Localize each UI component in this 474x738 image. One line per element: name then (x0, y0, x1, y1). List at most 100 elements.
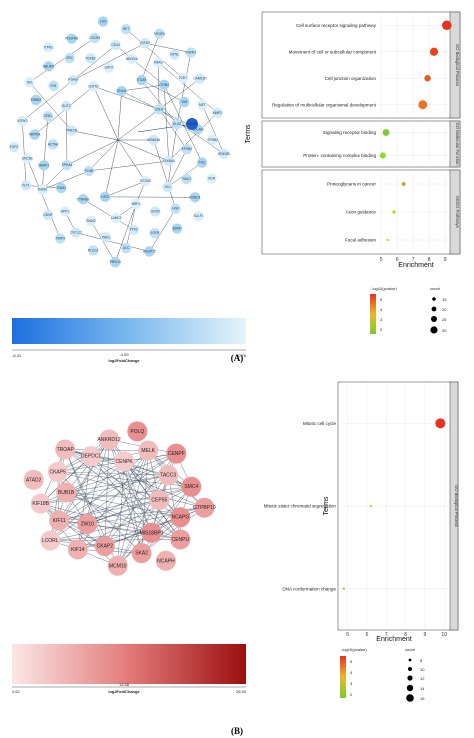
legend-b-color-5: 5 (350, 659, 353, 664)
network-node-label: NCAPG (171, 515, 189, 521)
network-node-label: MELK (141, 448, 155, 454)
network-edge (65, 439, 110, 493)
legend-b-size-8: 8 (420, 658, 423, 663)
network-node (126, 53, 138, 65)
network-node-label: RAC1 (182, 177, 191, 181)
network-node (42, 209, 54, 221)
network-node-label: FLNB (85, 169, 93, 173)
x-tick-label: 10 (441, 632, 447, 638)
network-node (88, 245, 99, 256)
legend-b-size-14: 14 (420, 686, 425, 691)
network-node (141, 522, 162, 543)
strip-b-0: GO Biological Process (454, 485, 459, 527)
network-node-label: SPP1 (61, 209, 69, 213)
network-edge (141, 507, 205, 554)
network-edge (65, 449, 149, 451)
network-node (77, 514, 98, 535)
network-node (49, 510, 70, 531)
network-node (99, 429, 120, 450)
network-node (170, 529, 191, 550)
network-node-label: GSTM2 (140, 179, 151, 183)
network-node (55, 439, 76, 460)
colorbar-b: 0.62 13.58 26.53 log2FoldChange (12, 644, 247, 694)
network-edge (50, 453, 177, 541)
network-node (150, 206, 161, 217)
network-node-label: PRKCA (110, 260, 122, 264)
x-tick-label: 5 (346, 632, 349, 638)
network-edge (93, 86, 160, 110)
network-node (47, 461, 68, 482)
x-tick-label: 6 (396, 257, 399, 263)
network-node (139, 38, 151, 49)
network-node (29, 129, 40, 140)
network-node-label: MAPK1 (39, 163, 50, 167)
network-edge (163, 84, 203, 163)
network-node-label: MCM10 (109, 563, 127, 569)
network-node-label: NTRK2 (17, 119, 28, 123)
network-node (130, 198, 142, 210)
network-node (59, 206, 71, 217)
legend-a-color-title: - log10(pvalue) (370, 286, 397, 291)
network-edge (117, 109, 160, 141)
network-node-label: THBS1 (37, 188, 48, 192)
network-edge (202, 104, 224, 154)
network-node-label: VEGFA (154, 32, 166, 36)
network-node-label: CENPU (172, 537, 190, 543)
network-node (196, 157, 208, 168)
colorbar-a-mid: -4.59 (119, 352, 129, 357)
network-edge (22, 79, 74, 122)
network-edge (57, 471, 205, 508)
network-node-label: UNC5B (22, 156, 33, 160)
network-node-label: MET (199, 103, 206, 107)
network-a: SEMA3A FLNB GNAI1 GSTM2 PRKCB CDH1 FAT3 CNTN1 PL… (8, 16, 230, 268)
network-edge (42, 170, 90, 190)
term-label: Regulation of multicellular organismal d… (272, 102, 377, 107)
network-node (185, 47, 197, 58)
network-node (94, 536, 115, 557)
network-edge (22, 121, 27, 186)
legend-b-size-16: 16 (420, 696, 425, 701)
network-node-label: CENPK (116, 459, 134, 465)
network-node-label: NTN1 (170, 53, 179, 57)
network-node-label: EFNB2 (208, 138, 219, 142)
network-node (171, 118, 183, 130)
network-edge (163, 84, 170, 162)
network-node (149, 490, 170, 510)
network-node-label: TIAM1 (57, 186, 67, 190)
term-label: Mitotic sister chromatid segregation (264, 504, 337, 509)
network-node-label: SNAI2 (86, 219, 95, 223)
term-label: Cell junction organization (325, 76, 377, 81)
network-node (197, 99, 208, 111)
colorbar-b-title: log2FoldChange (108, 689, 140, 694)
network-node-label: LAMC2 (111, 216, 122, 220)
network-edge (108, 439, 152, 533)
network-node (177, 72, 189, 84)
network-node-label: ZEB1 (44, 114, 52, 118)
panel-a-label: (A) (231, 353, 244, 363)
network-node (171, 223, 183, 234)
network-node-label: WNT5A (29, 133, 41, 137)
network-edge (168, 112, 218, 162)
network-node-label: MIS18BP1 (140, 530, 164, 536)
network-node (154, 28, 165, 40)
network-node-label: LMO7 (105, 66, 114, 70)
network-edge (141, 33, 160, 81)
colorbar-a-min: -6.41 (12, 353, 22, 358)
network-node-label: ATAD2 (26, 477, 42, 483)
network-node (194, 497, 215, 518)
ticks-b: 5 6 7 8 9 10 Mitotic cell cycle Mitotic sister … (264, 421, 447, 638)
network-edge (104, 439, 110, 547)
network-node-label: VCL (165, 185, 171, 189)
network-node (83, 165, 95, 177)
network-node (158, 465, 179, 486)
network-node (55, 233, 66, 244)
network-node (163, 155, 174, 167)
network-hub-node (186, 118, 198, 130)
network-node-label: EPHA4 (62, 163, 73, 167)
network-edge (131, 58, 165, 86)
network-node (181, 476, 202, 497)
legend-a-color-2: 2 (380, 327, 383, 332)
legend-b-size-12: 12 (420, 676, 425, 681)
network-node (120, 23, 132, 35)
